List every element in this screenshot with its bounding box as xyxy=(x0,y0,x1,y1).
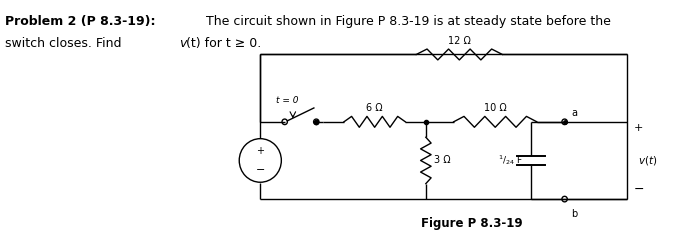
Text: +: + xyxy=(634,123,643,133)
Text: (t) for t ≥ 0.: (t) for t ≥ 0. xyxy=(186,37,262,50)
Text: Problem 2 (P 8.3-19):: Problem 2 (P 8.3-19): xyxy=(6,15,156,28)
Text: t = 0: t = 0 xyxy=(276,96,298,105)
Text: Figure P 8.3-19: Figure P 8.3-19 xyxy=(421,217,523,230)
Text: 3 Ω: 3 Ω xyxy=(435,155,451,165)
Text: +: + xyxy=(256,146,265,156)
Text: 10 Ω: 10 Ω xyxy=(484,103,507,113)
Text: $v(t)$: $v(t)$ xyxy=(638,154,658,167)
Text: switch closes. Find: switch closes. Find xyxy=(6,37,126,50)
Text: 6 Ω: 6 Ω xyxy=(366,103,383,113)
Text: −: − xyxy=(256,165,265,175)
Text: b: b xyxy=(571,209,577,219)
Text: v: v xyxy=(179,37,187,50)
Text: −: − xyxy=(634,183,644,196)
Text: a: a xyxy=(571,108,577,118)
Text: 12 Ω: 12 Ω xyxy=(448,36,471,46)
Text: The circuit shown in Figure P 8.3-19 is at steady state before the: The circuit shown in Figure P 8.3-19 is … xyxy=(202,15,611,28)
Text: $^{1}/_{24}$ F: $^{1}/_{24}$ F xyxy=(498,154,524,167)
